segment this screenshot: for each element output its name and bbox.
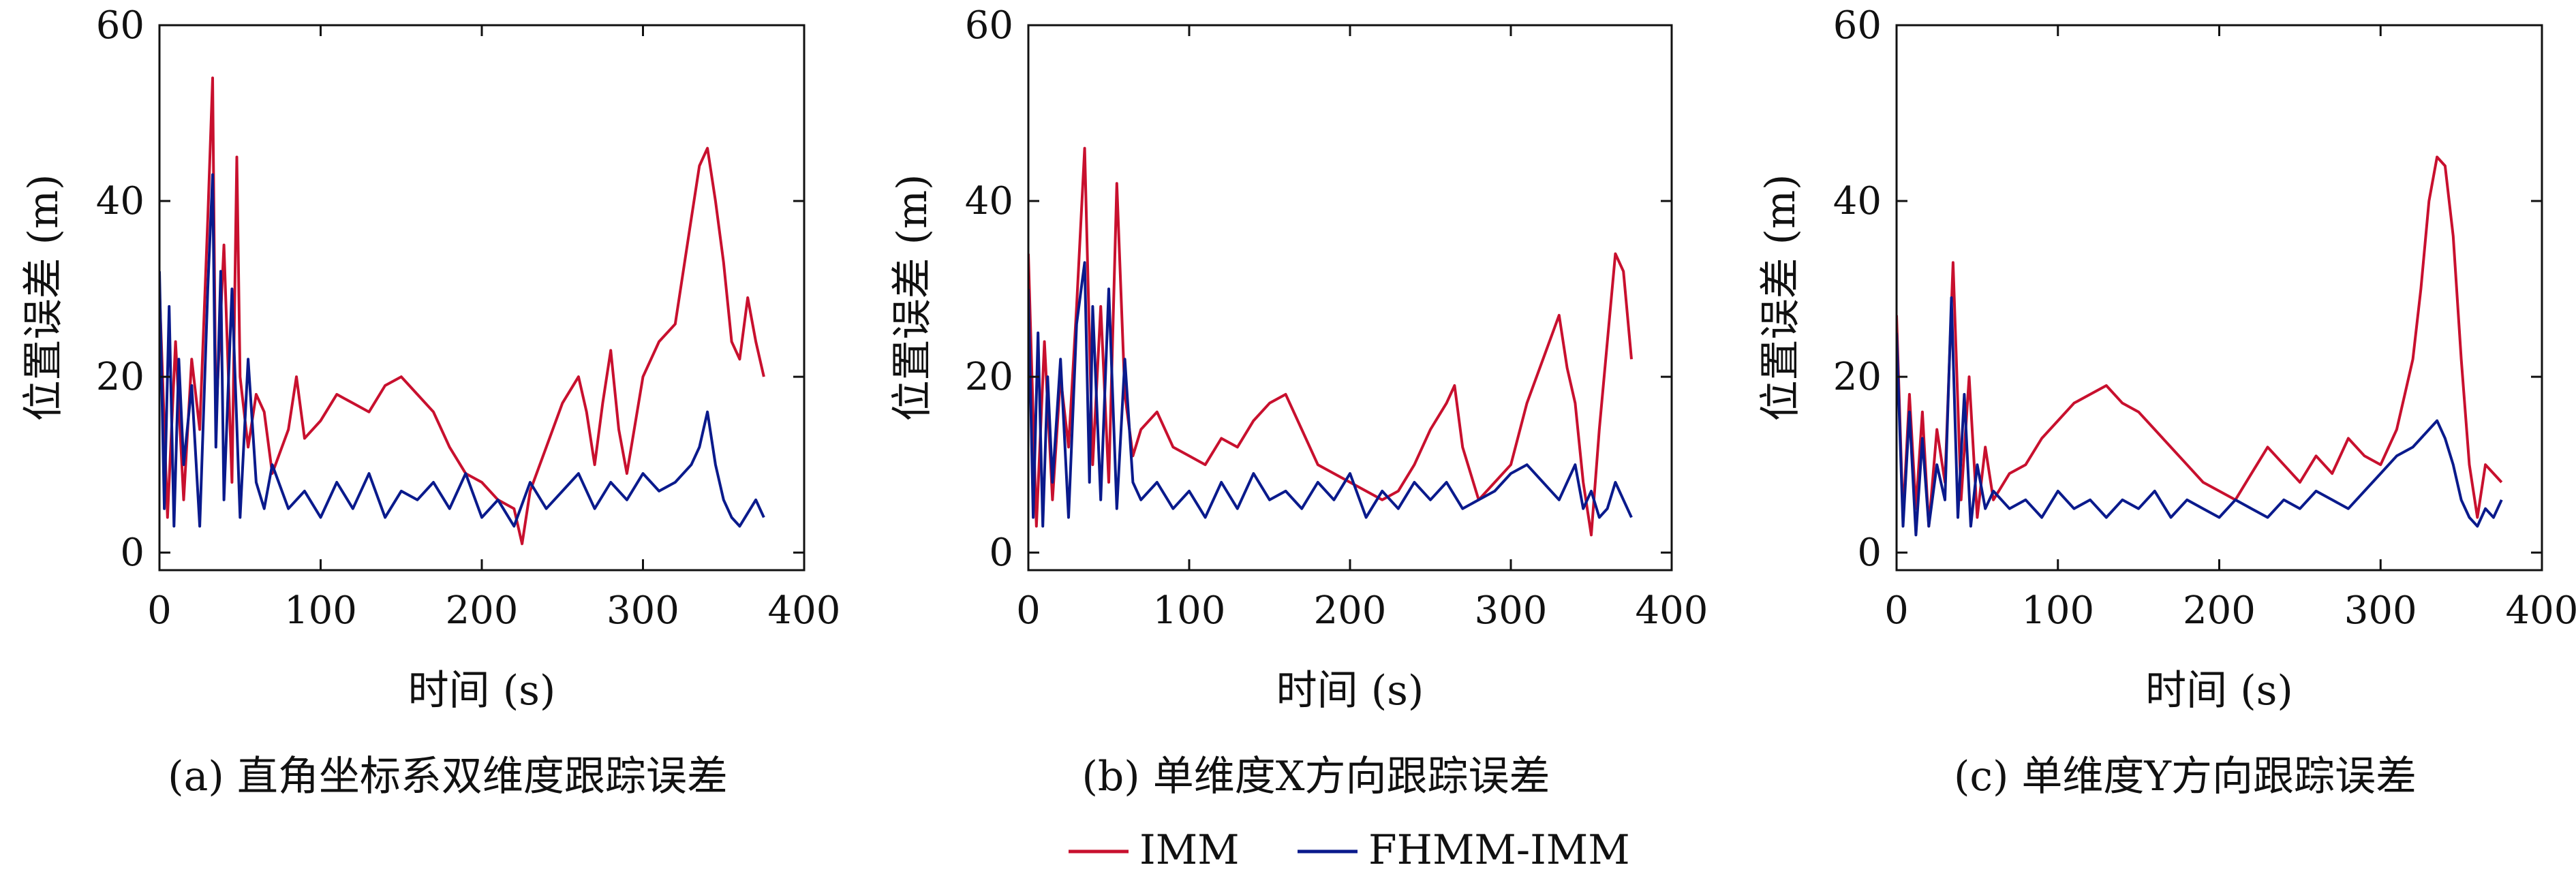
y-axis-label: 位置误差 (m)	[1757, 174, 1805, 422]
plot-frame	[1027, 24, 1673, 572]
x-tick-label: 200	[2183, 589, 2256, 633]
x-tick-label: 200	[1314, 589, 1387, 633]
series-line-fhmm-imm	[1028, 261, 1633, 528]
x-tick-label: 400	[1636, 589, 1708, 633]
x-tick-label: 0	[1016, 589, 1041, 633]
x-axis-label: 时间 (s)	[408, 667, 556, 715]
series-line-fhmm-imm	[159, 173, 765, 528]
series-line-imm	[1028, 146, 1633, 537]
x-tick-label: 0	[147, 589, 172, 633]
panel-caption: (a) 直角坐标系双维度跟踪误差	[168, 753, 728, 800]
series-line-fhmm-imm	[1897, 296, 2503, 537]
x-tick-label: 0	[1884, 589, 1909, 633]
y-tick-label: 60	[96, 3, 144, 48]
panel-2: 0 100 200 300 400 0 20 40 60 时间 (s) 位置误差 (m) (b) 单维…	[889, 3, 1708, 800]
panel-caption: (b) 单维度X方向跟踪误差	[1082, 753, 1550, 800]
y-tick-label: 60	[965, 3, 1013, 48]
x-axis-label: 时间 (s)	[2145, 667, 2293, 715]
x-tick-label: 300	[607, 589, 679, 633]
legend: IMM FHMM-IMM	[1069, 826, 1630, 874]
y-axis-label: 位置误差 (m)	[20, 174, 67, 422]
panel-1: 0 100 200 300 400 0 20 40 60 时间 (s) 位置误差 (m) (a) 直角…	[20, 3, 840, 800]
y-tick-label: 20	[96, 355, 144, 399]
x-tick-label: 300	[1475, 589, 1548, 633]
y-tick-label: 0	[1857, 531, 1882, 575]
y-tick-label: 40	[965, 179, 1013, 223]
y-tick-label: 20	[965, 355, 1013, 399]
x-tick-label: 100	[1153, 589, 1226, 633]
x-tick-label: 200	[446, 589, 519, 633]
x-tick-label: 100	[284, 589, 357, 633]
x-axis-label: 时间 (s)	[1276, 667, 1424, 715]
series-line-imm	[1897, 155, 2503, 528]
legend-label: FHMM-IMM	[1368, 826, 1630, 874]
x-tick-label: 400	[2506, 589, 2576, 633]
y-tick-label: 20	[1833, 355, 1882, 399]
y-tick-label: 60	[1833, 3, 1882, 48]
panel-3: 0 100 200 300 400 0 20 40 60 时间 (s) 位置误差 (m) (c) 单维…	[1757, 3, 2576, 800]
legend-label: IMM	[1139, 826, 1240, 874]
y-tick-label: 0	[120, 531, 144, 575]
plot-frame	[158, 24, 806, 572]
legend-item-fhmm-imm: FHMM-IMM	[1298, 826, 1630, 874]
legend-item-imm: IMM	[1069, 826, 1240, 874]
panel-caption: (c) 单维度Y方向跟踪误差	[1954, 753, 2417, 800]
y-axis-label: 位置误差 (m)	[889, 174, 936, 422]
x-tick-label: 300	[2344, 589, 2417, 633]
x-tick-label: 400	[768, 589, 841, 633]
x-tick-label: 100	[2021, 589, 2094, 633]
plot-frame	[1895, 24, 2543, 572]
y-tick-label: 0	[989, 531, 1013, 575]
y-tick-label: 40	[96, 179, 144, 223]
y-tick-label: 40	[1833, 179, 1882, 223]
series-line-imm	[159, 76, 765, 546]
